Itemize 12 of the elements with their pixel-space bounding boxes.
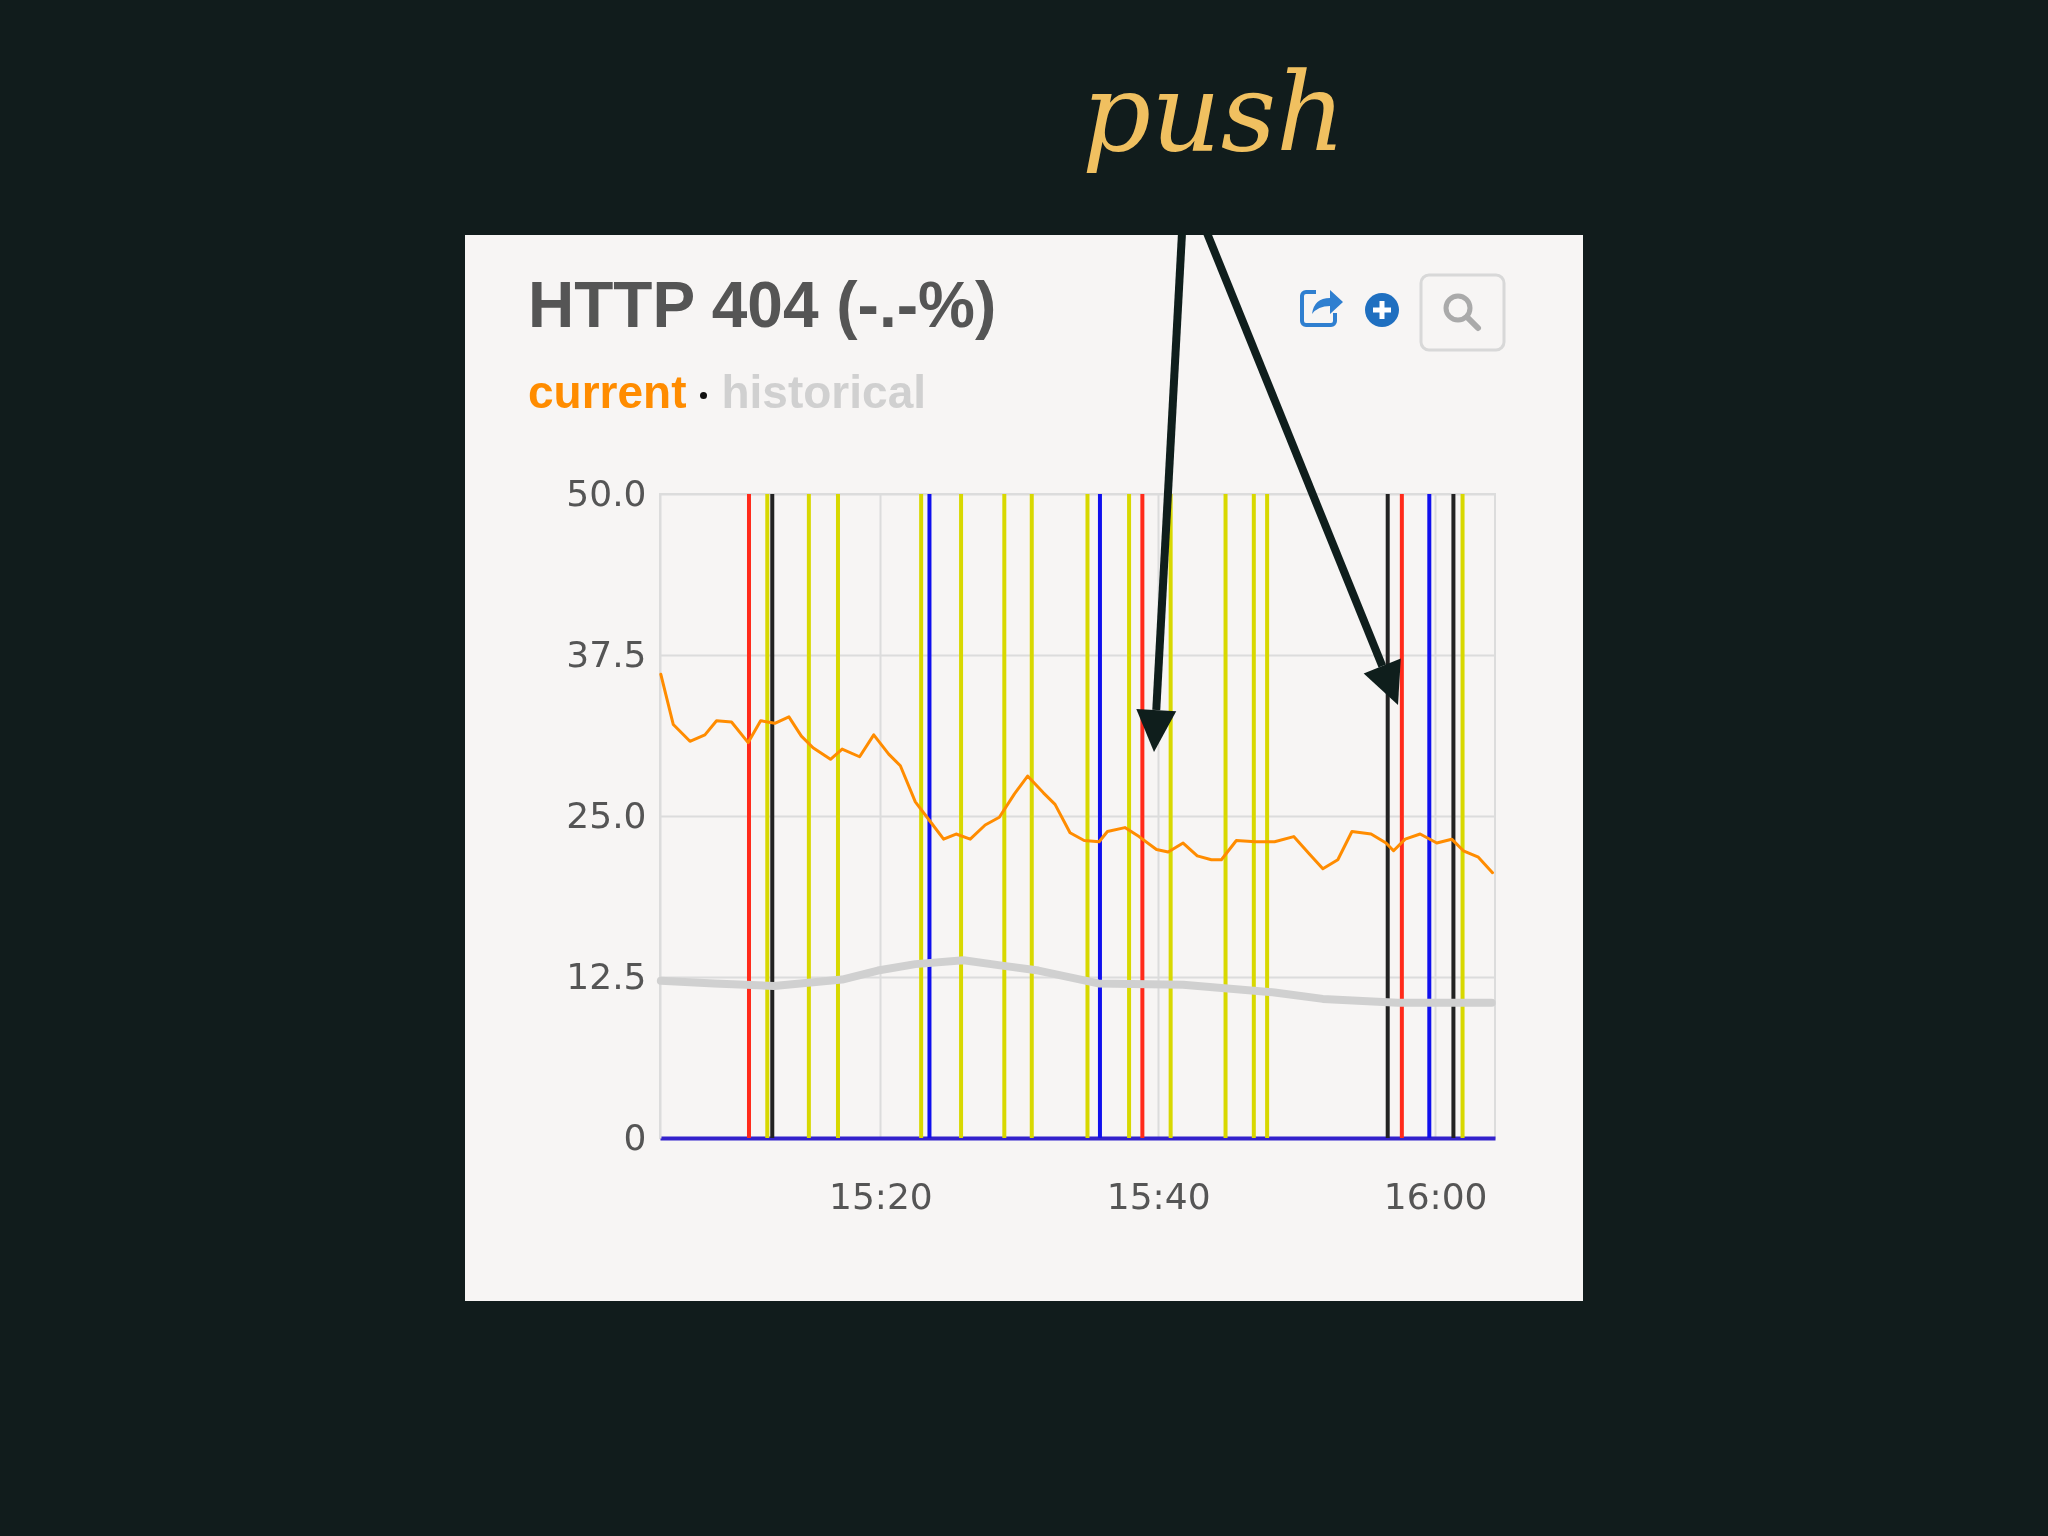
x-tick-label: 15:40 (1106, 1175, 1211, 1217)
y-tick-label: 0 (623, 1116, 647, 1158)
x-tick-label: 15:20 (829, 1175, 933, 1217)
text: push (1082, 50, 1346, 175)
line-series (659, 672, 1495, 875)
x-tick-label: 16:00 (1383, 1175, 1488, 1217)
y-tick-label: 25.0 (566, 794, 647, 836)
y-tick-label: 50.0 (566, 472, 647, 514)
text: current (528, 366, 687, 418)
y-tick-label: 12.5 (566, 955, 647, 997)
chart-title: HTTP 404 (-.-%) (528, 268, 997, 342)
y-tick-label: 37.5 (566, 633, 647, 675)
